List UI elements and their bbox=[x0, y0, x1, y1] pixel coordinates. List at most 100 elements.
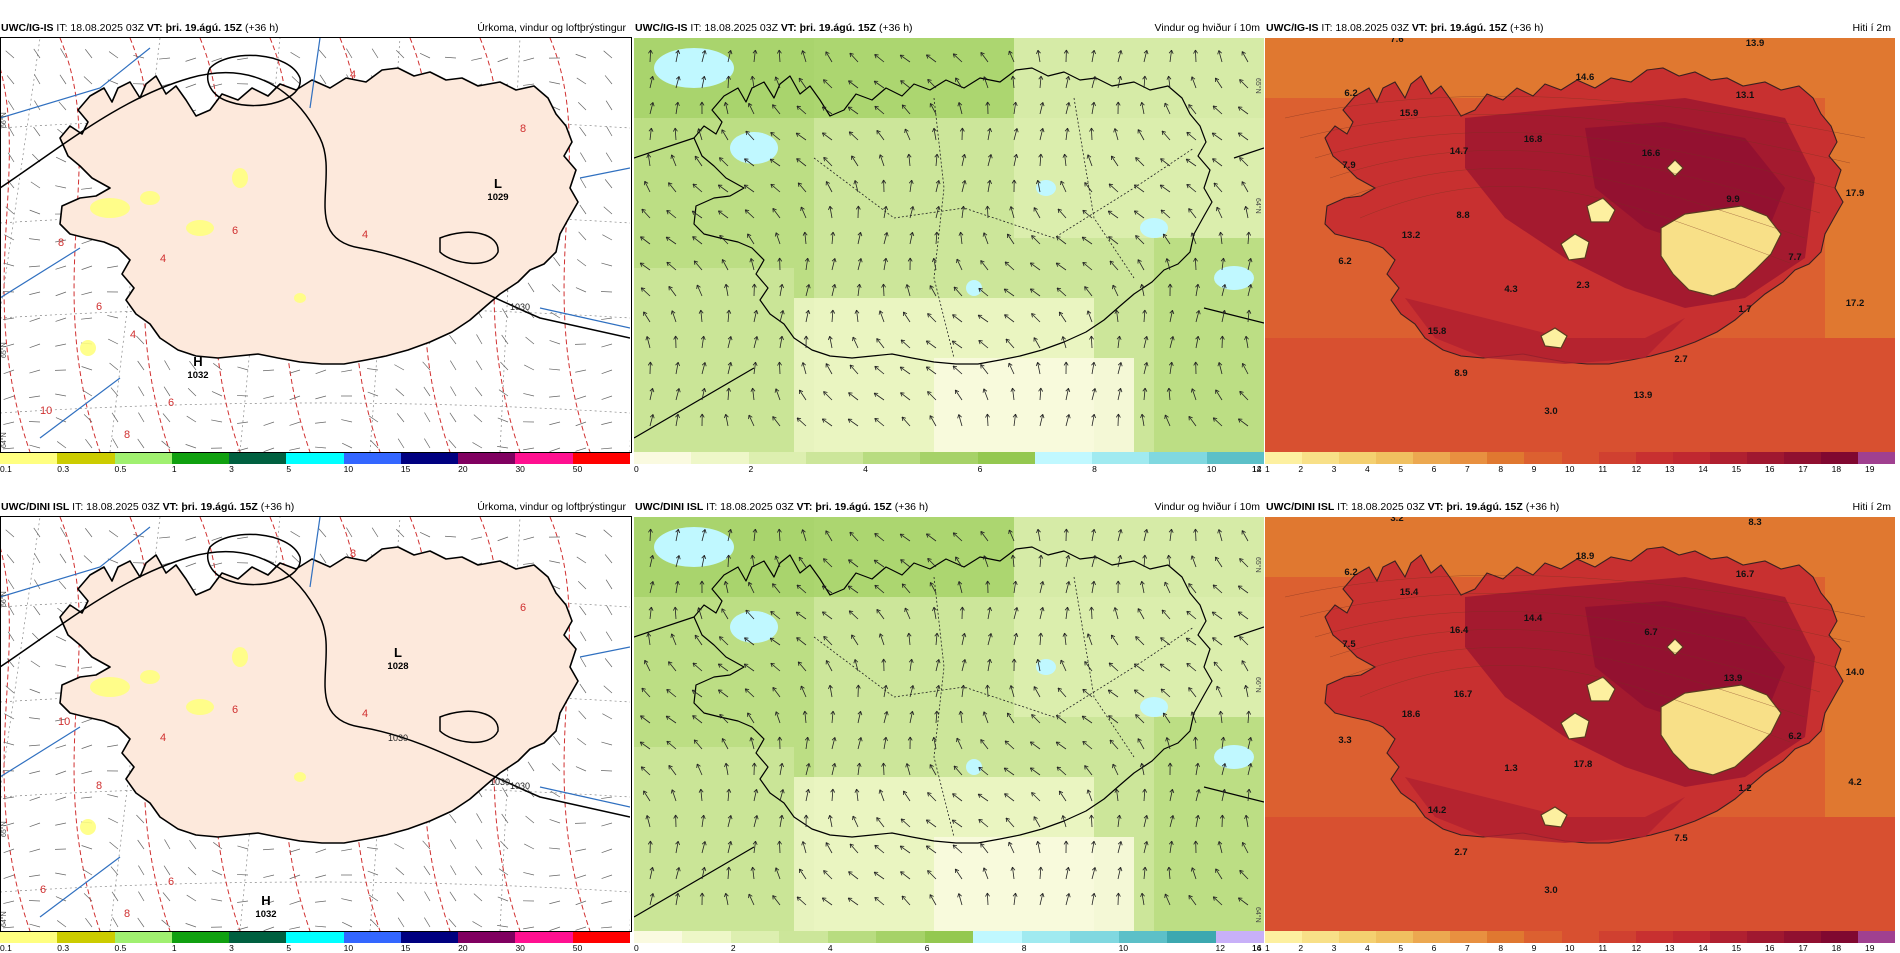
legend-swatch bbox=[1302, 931, 1339, 943]
legend-tick: 4 bbox=[1365, 464, 1370, 474]
isotherm-label: 6 bbox=[40, 884, 46, 896]
temperature-label: 6.2 bbox=[1344, 88, 1357, 99]
legend-swatch bbox=[1858, 931, 1895, 943]
temperature-label: 6.2 bbox=[1788, 731, 1801, 742]
temperature-label: 18.9 bbox=[1576, 551, 1595, 562]
latitude-label: 64°N bbox=[0, 432, 8, 448]
temperature-label: 7.6 bbox=[1390, 38, 1403, 45]
temperature-label: 13.9 bbox=[1746, 38, 1765, 49]
isotherm-label: 6 bbox=[168, 876, 174, 888]
isotherm-label: 8 bbox=[124, 429, 130, 441]
legend-tick: 10 bbox=[344, 464, 353, 474]
legend-tick: 14 bbox=[1252, 464, 1261, 474]
temperature-label: 7.9 bbox=[1342, 160, 1355, 171]
legend-swatch bbox=[1413, 452, 1450, 464]
legend-tick: 10 bbox=[1565, 464, 1574, 474]
latitude-label: 64°N bbox=[0, 911, 8, 927]
isotherm-label: 8 bbox=[124, 908, 130, 920]
legend-swatch bbox=[731, 931, 779, 943]
legend-tick: 50 bbox=[573, 943, 582, 953]
legend-swatch bbox=[172, 931, 229, 943]
legend-tick: 10 bbox=[1207, 464, 1216, 474]
temperature-label: 15.4 bbox=[1400, 587, 1419, 598]
panel-title: Vindur og hviður í 10m bbox=[1155, 18, 1260, 38]
pressure-center-type: H bbox=[193, 354, 202, 369]
legend-tick: 10 bbox=[1565, 943, 1574, 953]
legend-tick: 30 bbox=[515, 464, 524, 474]
valid-time: VT: þri. 19.ágú. 15Z bbox=[1428, 501, 1523, 513]
legend-tick: 12 bbox=[1632, 943, 1641, 953]
pressure-center-type: L bbox=[394, 645, 402, 660]
legend-tick: 0 bbox=[634, 943, 639, 953]
temperature-label: 8.9 bbox=[1454, 368, 1467, 379]
legend-swatch bbox=[344, 452, 401, 464]
legend-swatch bbox=[286, 452, 343, 464]
legend-swatch bbox=[286, 931, 343, 943]
temperature-label: 13.9 bbox=[1724, 673, 1743, 684]
valid-time: VT: þri. 19.ágú. 15Z bbox=[797, 501, 892, 513]
temperature-label: 1.3 bbox=[1504, 763, 1517, 774]
legend-swatch bbox=[682, 931, 730, 943]
legend-swatch bbox=[401, 452, 458, 464]
legend-tick: 1 bbox=[1265, 464, 1270, 474]
legend-swatch bbox=[115, 931, 172, 943]
legend-swatch bbox=[1821, 931, 1858, 943]
legend-swatch bbox=[1524, 931, 1561, 943]
temperature-label: 16.7 bbox=[1736, 569, 1755, 580]
legend-swatch bbox=[1636, 931, 1673, 943]
legend-tick: 0.5 bbox=[115, 464, 127, 474]
legend-tick: 16 bbox=[1765, 464, 1774, 474]
panel-title: Hiti í 2m bbox=[1852, 18, 1891, 38]
legend-swatch bbox=[634, 452, 691, 464]
temperature-label: 4.3 bbox=[1504, 284, 1517, 295]
legend-swatch bbox=[978, 452, 1035, 464]
legend-swatch bbox=[344, 931, 401, 943]
legend-tick: 2 bbox=[731, 943, 736, 953]
legend-tick: 20 bbox=[458, 464, 467, 474]
legend-swatch bbox=[1599, 931, 1636, 943]
legend-swatch bbox=[1035, 452, 1092, 464]
isobar-label: 1030 bbox=[510, 302, 530, 312]
temperature-label: 14.2 bbox=[1428, 805, 1447, 816]
isotherm-label: 6 bbox=[232, 225, 238, 237]
legend-swatch bbox=[1413, 931, 1450, 943]
legend-swatch bbox=[115, 452, 172, 464]
legend-swatch bbox=[1167, 931, 1215, 943]
init-time: IT: 18.08.2025 03Z bbox=[706, 501, 794, 513]
legend-tick: 14 bbox=[1698, 943, 1707, 953]
pressure-center-type: H bbox=[261, 893, 270, 908]
pressure-center-value: 1029 bbox=[487, 192, 508, 203]
init-time: IT: 18.08.2025 03Z bbox=[56, 22, 144, 34]
legend-tick: 9 bbox=[1532, 943, 1537, 953]
isotherm-label: 8 bbox=[96, 780, 102, 792]
legend-swatch bbox=[1747, 452, 1784, 464]
legend-swatch bbox=[1858, 452, 1895, 464]
temperature-label: 14.0 bbox=[1846, 667, 1865, 678]
legend-tick: 0 bbox=[634, 464, 639, 474]
legend-swatch bbox=[1376, 452, 1413, 464]
map-canvas: 64°N65°N bbox=[634, 38, 1264, 452]
isobar-label: 1030 bbox=[510, 781, 530, 791]
legend-swatch bbox=[779, 931, 827, 943]
legend-swatch bbox=[229, 931, 286, 943]
legend-swatch bbox=[229, 452, 286, 464]
legend-tick: 19 bbox=[1865, 464, 1874, 474]
valid-time: VT: þri. 19.ágú. 15Z bbox=[147, 22, 242, 34]
isotherm-label: 10 bbox=[58, 716, 70, 728]
legend-tick: 1 bbox=[1265, 943, 1270, 953]
lead-time: (+36 h) bbox=[879, 22, 913, 34]
isotherm-label: 8 bbox=[520, 123, 526, 135]
panel-title: Hiti í 2m bbox=[1852, 497, 1891, 517]
